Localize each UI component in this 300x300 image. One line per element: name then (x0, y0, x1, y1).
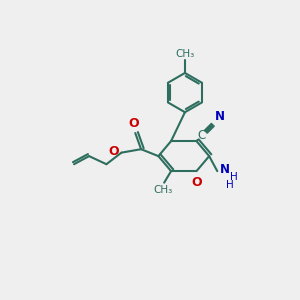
Text: H: H (226, 180, 234, 190)
Text: C: C (198, 129, 206, 142)
Text: N: N (220, 164, 230, 176)
Text: O: O (108, 145, 119, 158)
Text: CH₃: CH₃ (153, 185, 172, 196)
Text: H: H (230, 172, 238, 182)
Text: O: O (129, 117, 140, 130)
Text: O: O (192, 176, 202, 189)
Text: CH₃: CH₃ (175, 49, 195, 59)
Text: N: N (214, 110, 224, 123)
